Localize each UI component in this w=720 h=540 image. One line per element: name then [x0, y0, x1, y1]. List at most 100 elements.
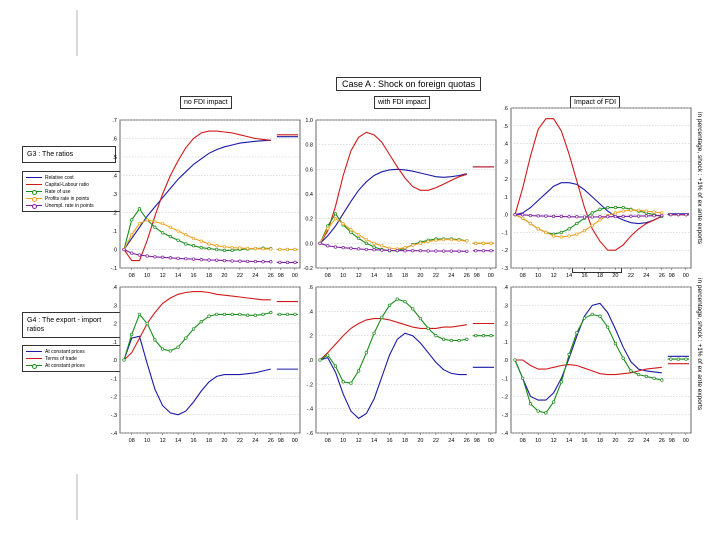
- x-tick-label: 18: [402, 273, 408, 279]
- series-at-constant-prices-point: [207, 314, 211, 318]
- series-unempl-rate-in-points-point: [551, 214, 556, 219]
- x-tick-label: 98: [278, 273, 284, 279]
- series-profits-rate-in-points-point: [222, 245, 227, 249]
- x-tick-label: 10: [535, 273, 541, 279]
- x-tick-label: 16: [581, 438, 587, 444]
- series-at-constant-prices-point: [582, 316, 587, 320]
- x-tick-label: 24: [643, 273, 649, 279]
- x-tick-label: 14: [371, 273, 377, 279]
- series-profits-rate-in-points-point: [191, 236, 196, 241]
- series-at-constant-prices-point: [629, 369, 633, 373]
- series-unempl-rate-in-points-point: [168, 256, 173, 260]
- series-rate-of-use-point: [160, 231, 165, 235]
- series-profits-rate-in-points-point: [434, 238, 438, 242]
- x-tick-label: 10: [535, 438, 541, 444]
- series-profits-rate-in-points-point: [349, 228, 353, 232]
- y-tick-label: -.2: [502, 395, 508, 401]
- series-unempl-rate-in-points-point: [513, 213, 517, 217]
- series-unempl-rate-in-points-point: [145, 254, 149, 258]
- series-rate-of-use-point: [199, 245, 203, 250]
- series-unempl-rate-in-points-point: [191, 257, 196, 261]
- series-at-constant-prices-point: [230, 312, 234, 317]
- series-profits-rate-in-points-point: [551, 234, 556, 238]
- series-unempl-rate-in-points-long-run-point: [489, 249, 493, 253]
- y-tick-label: -.3: [111, 413, 117, 419]
- series-at-constant-prices-point: [395, 297, 399, 301]
- x-tick-label: 12: [551, 438, 557, 444]
- series-profits-rate-in-points-point: [426, 239, 430, 244]
- x-tick-label: 12: [160, 273, 166, 279]
- series-at-constant-prices-point: [434, 334, 438, 338]
- series-unempl-rate-in-points-point: [153, 255, 157, 259]
- x-tick-label: 20: [612, 273, 618, 279]
- series-at-constant-prices-point: [441, 337, 446, 341]
- y-tick-label: 0.6: [305, 167, 313, 173]
- x-tick-label: 98: [669, 273, 675, 279]
- series-profits-rate-in-points-point: [160, 221, 165, 226]
- series-rate-of-use-point: [184, 242, 188, 246]
- series-rate-of-use-point: [137, 207, 142, 211]
- series-at-constant-prices-long-run-point: [669, 357, 673, 361]
- series-at-constant-prices-point: [215, 312, 219, 317]
- series-unempl-rate-in-points-point: [590, 215, 594, 219]
- column-header-no-fdi: no FDI impact: [180, 96, 232, 109]
- series-rate-of-use-point: [590, 211, 594, 215]
- x-tick-label: 20: [221, 438, 227, 444]
- series-unempl-rate-in-points-point: [269, 260, 273, 264]
- x-tick-label: 24: [448, 438, 454, 444]
- x-tick-label: 08: [325, 438, 331, 444]
- series-unempl-rate-in-points-point: [598, 215, 602, 219]
- x-tick-label: 16: [190, 273, 196, 279]
- series-rate-of-use-point: [191, 244, 196, 248]
- x-tick-label: 08: [325, 273, 331, 279]
- series-at-constant-prices-point: [176, 345, 180, 349]
- series-profits-rate-in-points-point: [145, 218, 149, 222]
- legend-swatch: [26, 363, 42, 369]
- x-tick-label: 22: [237, 438, 243, 444]
- x-tick-label: 00: [488, 273, 494, 279]
- x-tick-label: 98: [669, 438, 675, 444]
- series-profits-rate-in-points-point: [341, 221, 345, 226]
- series-at-constant-prices-point: [544, 411, 548, 415]
- x-tick-label: 20: [417, 438, 423, 444]
- y-tick-label: .3: [503, 159, 508, 165]
- series-at-constant-prices-point: [457, 338, 461, 343]
- legend-swatch: [26, 351, 42, 352]
- series-profits-rate-in-points-point: [199, 239, 203, 243]
- series-capital-labour-ratio-line: [514, 118, 663, 251]
- series-unempl-rate-in-points-point: [130, 251, 134, 255]
- y-tick-label: 0.2: [305, 217, 313, 223]
- series-rate-of-use-point: [598, 207, 602, 211]
- x-tick-label: 10: [340, 438, 346, 444]
- series-at-constant-prices-point: [465, 337, 469, 341]
- series-unempl-rate-in-points-long-run-point: [285, 260, 290, 265]
- series-profits-rate-in-points-point: [380, 244, 384, 248]
- series-at-constant-prices-point: [261, 312, 265, 317]
- x-tick-label: 98: [278, 438, 284, 444]
- x-tick-label: 08: [129, 273, 135, 279]
- x-tick-label: 24: [252, 273, 258, 279]
- series-unempl-rate-in-points-point: [559, 214, 564, 219]
- decorative-bar-bottom: [76, 474, 78, 520]
- series-profits-rate-in-points-point: [238, 246, 242, 250]
- series-unempl-rate-in-points-point: [652, 214, 656, 218]
- decorative-bar-top: [76, 10, 78, 56]
- series-profits-rate-in-points-point: [130, 233, 134, 237]
- series-unempl-rate-in-points-point: [403, 249, 407, 253]
- series-profits-rate-in-points-point: [629, 208, 633, 212]
- series-profits-rate-in-points-point: [582, 229, 587, 233]
- x-tick-label: 00: [683, 273, 689, 279]
- series-at-constant-prices-point: [380, 315, 384, 320]
- series-profits-rate-in-points-point: [636, 208, 641, 212]
- series-at-constant-prices-point: [551, 400, 556, 404]
- series-profits-rate-in-points-point: [333, 217, 338, 221]
- series-at-constant-prices-point: [168, 349, 173, 353]
- series-at-constant-prices-point: [122, 358, 126, 362]
- series-profits-rate-in-points-point: [613, 211, 618, 215]
- y-tick-label: .0: [503, 358, 508, 364]
- series-terms-of-trade-line: [319, 318, 467, 361]
- legend-swatch: [26, 184, 42, 185]
- series-unempl-rate-in-points-point: [613, 214, 618, 219]
- series-at-constant-prices-point: [222, 312, 227, 317]
